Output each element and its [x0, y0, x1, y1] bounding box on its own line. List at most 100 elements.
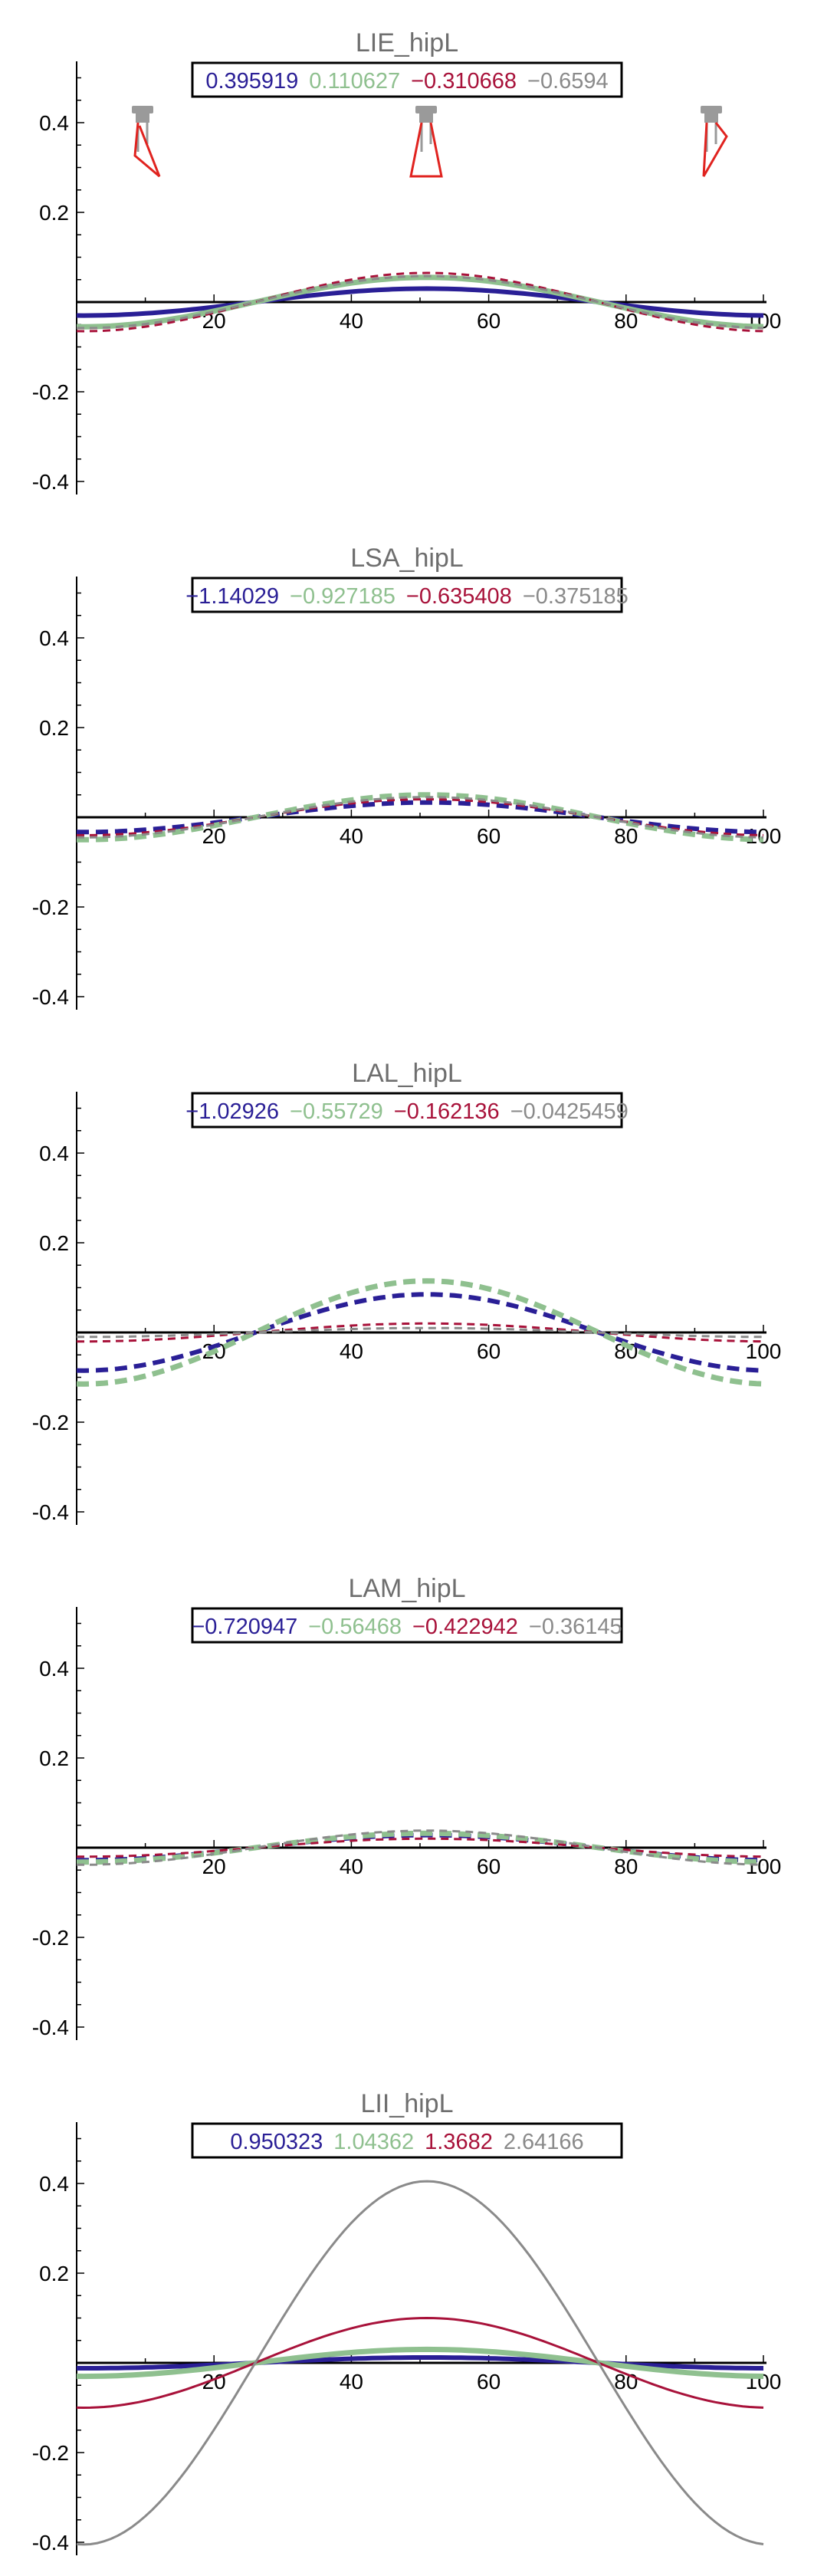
legend-entry: −1.14029 [185, 584, 279, 609]
legend: −1.02926 −0.55729 −0.162136 −0.0425459 [185, 1099, 628, 1124]
legend-entry: 1.04362 [333, 2130, 414, 2154]
legend: 0.395919 0.110627 −0.310668 −0.6594 [205, 69, 608, 94]
legend-entry: −1.02926 [185, 1099, 279, 1124]
chart-title: LII_hipL [361, 2089, 454, 2118]
x-tick-label: 40 [340, 2370, 363, 2394]
legend-entry: −0.635408 [406, 584, 512, 609]
x-tick-label: 60 [477, 1339, 501, 1363]
skeleton-icon [701, 106, 728, 177]
y-tick-label: -0.4 [32, 1500, 69, 1524]
y-tick-label: -0.4 [32, 2016, 69, 2039]
series-line [76, 2180, 764, 2546]
legend-entry: 2.64166 [504, 2130, 584, 2154]
chart-title: LSA_hipL [350, 544, 463, 573]
x-tick-label: 60 [477, 824, 501, 848]
chart-panel: LIE_hipL 0.395919 0.110627 −0.310668 −0.6594… [32, 28, 782, 495]
chart-panel: LAM_hipL −0.720947 −0.56468 −0.422942 −0.361… [32, 1574, 781, 2040]
series-line [77, 1326, 763, 1339]
y-tick-label: 0.2 [39, 201, 69, 225]
x-tick-label: 100 [746, 309, 782, 333]
x-tick-label: 40 [340, 824, 363, 848]
legend-entry: 0.950323 [230, 2130, 323, 2154]
legend-entry: −0.310668 [411, 69, 517, 94]
chart-title: LAL_hipL [352, 1059, 462, 1088]
x-tick-label: 80 [614, 1855, 638, 1878]
series-line [77, 1837, 764, 1858]
y-tick-label: -0.4 [32, 470, 69, 494]
y-tick-label: 0.2 [39, 1746, 69, 1770]
chart-panel: LAL_hipL −1.02926 −0.55729 −0.162136 −0.0425… [32, 1059, 782, 1525]
y-tick-label: -0.2 [32, 1411, 69, 1434]
y-tick-label: 0.4 [39, 111, 69, 135]
y-tick-label: 0.4 [39, 2172, 69, 2196]
x-tick-label: 80 [614, 824, 638, 848]
y-tick-label: 0.4 [39, 1657, 69, 1681]
series-line [77, 1829, 764, 1866]
legend-box [191, 2122, 623, 2159]
series-line [77, 2355, 763, 2371]
y-tick-label: 0.2 [39, 1231, 69, 1255]
y-tick-label: 0.4 [39, 1142, 69, 1165]
legend-entry: 1.3682 [425, 2130, 493, 2154]
legend-box [191, 1607, 623, 1644]
legend: 0.950323 1.04362 1.3682 2.64166 [230, 2130, 583, 2154]
chart-panel: LSA_hipL −1.14029 −0.927185 −0.635408 −0.375… [32, 544, 781, 1010]
legend-entry: −0.6594 [527, 69, 609, 94]
legend-entry: −0.162136 [394, 1099, 500, 1124]
skeleton-hip [419, 113, 433, 123]
series-line [76, 2346, 764, 2380]
skeleton-muscle-line [409, 122, 443, 178]
legend-entry: −0.422942 [412, 1615, 518, 1639]
legend-entry: −0.56468 [308, 1615, 402, 1639]
x-tick-label: 40 [340, 309, 363, 333]
series-line [76, 1292, 764, 1373]
x-tick-label: 40 [340, 1855, 363, 1878]
legend-box [191, 61, 623, 98]
skeleton-pelvis [132, 106, 153, 113]
legend-box [191, 1092, 623, 1129]
skeleton-icon [409, 106, 443, 178]
series-line [76, 1278, 764, 1387]
y-tick-label: 0.4 [39, 626, 69, 650]
legend-entry: −0.36145 [529, 1615, 622, 1639]
chart-title: LIE_hipL [356, 28, 458, 58]
x-tick-label: 40 [340, 1339, 363, 1363]
skeleton-hip [704, 113, 718, 123]
series-line [77, 800, 764, 835]
series-line [76, 2316, 764, 2410]
legend-box [191, 577, 623, 613]
x-tick-label: 60 [477, 1855, 501, 1878]
skeleton-pelvis [701, 106, 722, 113]
series-line [77, 796, 764, 839]
skeleton-muscle-line [133, 122, 161, 178]
y-tick-label: -0.2 [32, 895, 69, 919]
y-tick-label: 0.2 [39, 716, 69, 740]
x-tick-label: 60 [477, 309, 501, 333]
skeleton-pelvis [415, 106, 437, 113]
chart-panel: LII_hipL 0.950323 1.04362 1.3682 2.64166 0.4 0… [32, 2089, 782, 2555]
legend-entry: 0.395919 [205, 69, 298, 94]
series-line [77, 1322, 764, 1343]
legend: −0.720947 −0.56468 −0.422942 −0.36145 [192, 1615, 622, 1639]
y-tick-label: 0.2 [39, 2262, 69, 2285]
y-tick-label: -0.4 [32, 985, 69, 1009]
series-line [77, 1830, 764, 1865]
x-tick-label: 100 [746, 1339, 782, 1363]
y-tick-label: -0.2 [32, 380, 69, 404]
legend-entry: −0.720947 [192, 1615, 297, 1639]
chart-title: LAM_hipL [348, 1574, 465, 1603]
legend-entry: −0.927185 [290, 584, 396, 609]
x-tick-label: 100 [746, 2370, 782, 2394]
x-tick-label: 60 [477, 2370, 501, 2394]
legend-entry: −0.0425459 [510, 1099, 629, 1124]
y-tick-label: -0.2 [32, 2441, 69, 2465]
skeleton-icon [132, 106, 161, 178]
series-line [76, 286, 764, 318]
x-tick-label: 80 [614, 309, 638, 333]
skeleton-hip [136, 113, 149, 123]
legend-entry: 0.110627 [309, 69, 400, 94]
skeleton-muscle-line [702, 122, 728, 177]
y-tick-label: -0.4 [32, 2531, 69, 2555]
y-tick-label: -0.2 [32, 1926, 69, 1950]
